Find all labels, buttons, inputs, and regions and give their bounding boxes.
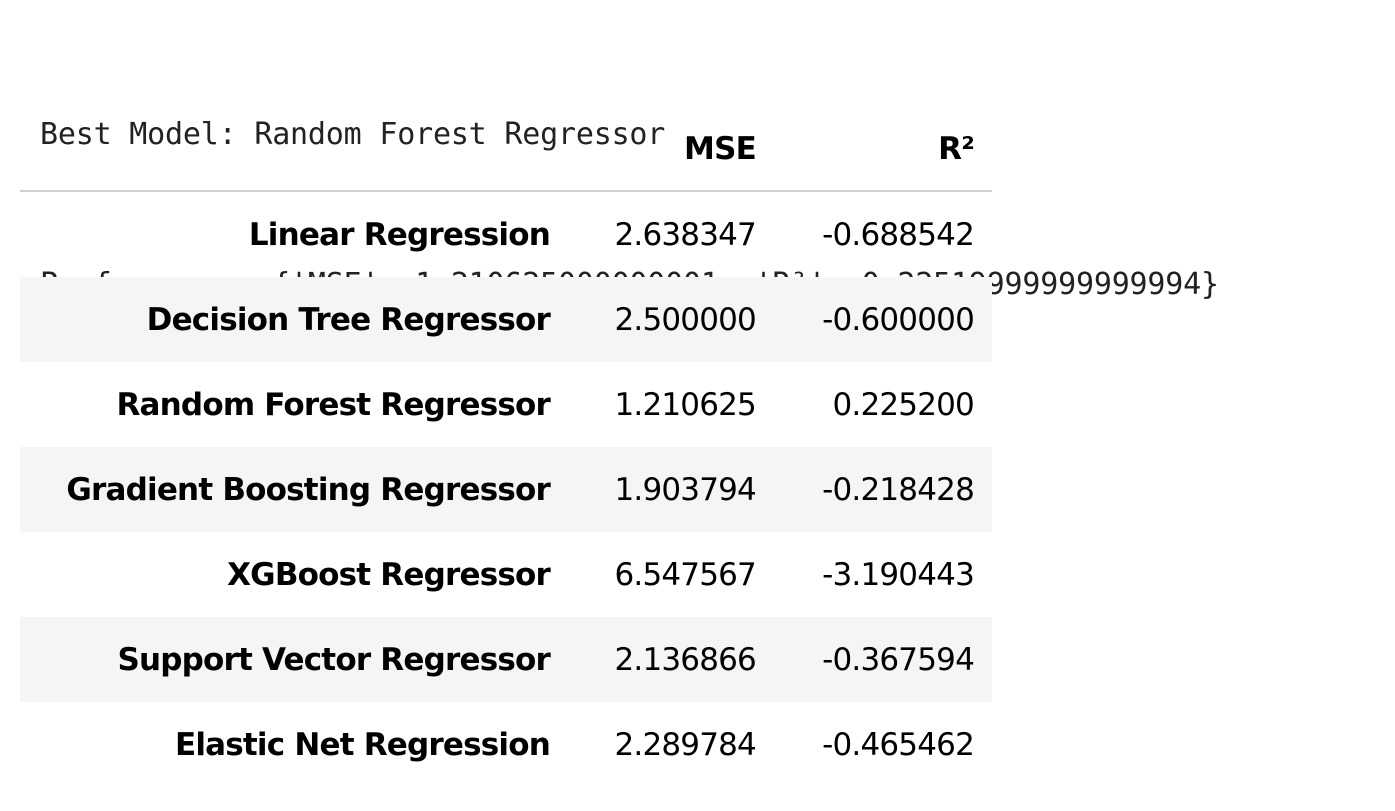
r2-cell: -3.190443 <box>822 556 975 593</box>
performance-line: Performance: {'MSE': 1.210625000000001, … <box>40 267 1219 302</box>
table-row: Decision Tree Regressor 2.500000 -0.6000… <box>20 277 992 362</box>
table-row: Support Vector Regressor 2.136866 -0.367… <box>20 617 992 702</box>
table-row: Linear Regression 2.638347 -0.688542 <box>20 191 992 277</box>
mse-cell: 2.289784 <box>614 726 756 763</box>
table-row: Gradient Boosting Regressor 1.903794 -0.… <box>20 447 992 532</box>
row-label: XGBoost Regressor <box>227 556 551 593</box>
mse-cell: 2.500000 <box>614 301 756 338</box>
column-header-mse: MSE <box>568 107 774 192</box>
r2-cell: 0.225200 <box>832 386 974 423</box>
r2-cell: -0.367594 <box>822 641 975 678</box>
column-header-r2: R² <box>774 107 992 192</box>
r2-cell: -0.688542 <box>822 216 975 253</box>
mse-cell: 1.210625 <box>614 386 756 423</box>
row-label: Support Vector Regressor <box>117 641 550 678</box>
results-dataframe: MSE R² Linear Regression 2.638347 -0.688… <box>20 107 992 787</box>
table-body: Linear Regression 2.638347 -0.688542 Dec… <box>20 191 992 787</box>
header-row: MSE R² <box>20 107 992 192</box>
index-header <box>20 107 568 192</box>
table-row: Elastic Net Regression 2.289784 -0.46546… <box>20 702 992 787</box>
mse-cell: 6.547567 <box>614 556 756 593</box>
row-label: Elastic Net Regression <box>174 726 551 763</box>
mse-cell: 2.638347 <box>614 216 756 253</box>
table-row: XGBoost Regressor 6.547567 -3.190443 <box>20 532 992 617</box>
row-label: Decision Tree Regressor <box>146 301 551 338</box>
row-label: Gradient Boosting Regressor <box>66 471 550 508</box>
r2-cell: -0.465462 <box>822 726 975 763</box>
table-row: Random Forest Regressor 1.210625 0.22520… <box>20 362 992 447</box>
mse-cell: 1.903794 <box>614 471 756 508</box>
table-header: MSE R² <box>20 107 992 192</box>
r2-cell: -0.218428 <box>822 471 975 508</box>
mse-cell: 2.136866 <box>614 641 756 678</box>
row-label: Linear Regression <box>248 216 551 253</box>
row-label: Random Forest Regressor <box>116 386 550 423</box>
r2-cell: -0.600000 <box>822 301 975 338</box>
